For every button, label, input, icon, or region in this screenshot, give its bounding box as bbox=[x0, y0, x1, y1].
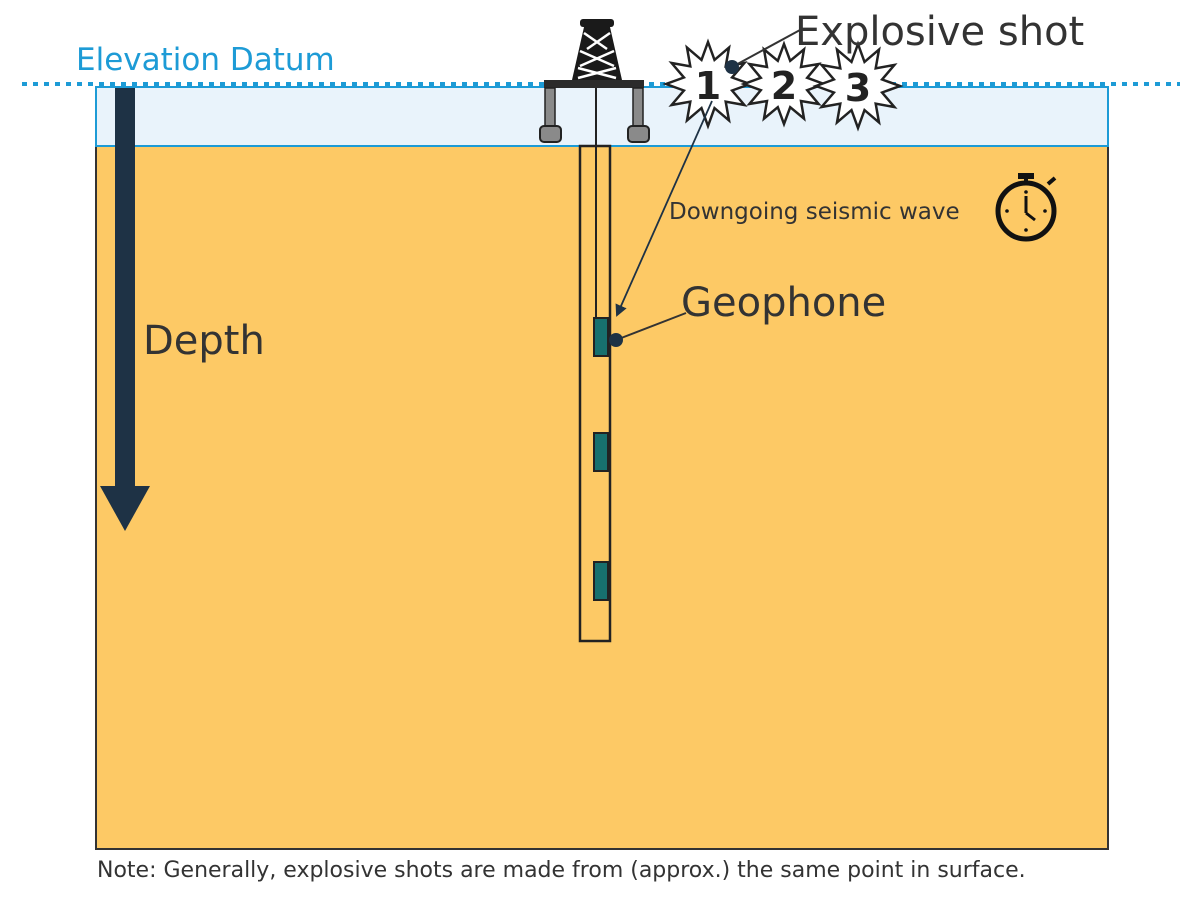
depth-arrow bbox=[100, 88, 150, 531]
depth-label: Depth bbox=[143, 318, 265, 364]
subsurface-ground bbox=[95, 145, 1109, 850]
explosive-shot-leader bbox=[731, 29, 801, 68]
downgoing-wave-label: Downgoing seismic wave bbox=[669, 199, 960, 225]
elevation-datum-label: Elevation Datum bbox=[76, 42, 335, 78]
shot-number: 1 bbox=[695, 64, 721, 108]
geophone bbox=[593, 432, 609, 472]
stopwatch-icon bbox=[995, 173, 1057, 242]
explosive-shot-label: Explosive shot bbox=[795, 9, 1084, 55]
seismic-wave-ray bbox=[615, 100, 713, 317]
geophone-leader bbox=[615, 312, 687, 341]
explosive-shot-1: 1 bbox=[662, 38, 754, 130]
geophone bbox=[593, 561, 609, 601]
drilling-rig-icon bbox=[539, 19, 650, 143]
footnote: Note: Generally, explosive shots are mad… bbox=[97, 858, 1026, 883]
explosive-shot-2: 2 bbox=[740, 40, 828, 128]
geophone-label: Geophone bbox=[681, 280, 886, 326]
geophone bbox=[593, 317, 609, 357]
shot-number: 2 bbox=[771, 64, 797, 108]
surface-layer bbox=[95, 86, 1109, 147]
geophone-dot bbox=[609, 333, 623, 347]
explosive-shot-dot bbox=[725, 60, 739, 74]
shot-number: 3 bbox=[845, 66, 871, 110]
explosive-shot-3: 3 bbox=[812, 40, 904, 132]
